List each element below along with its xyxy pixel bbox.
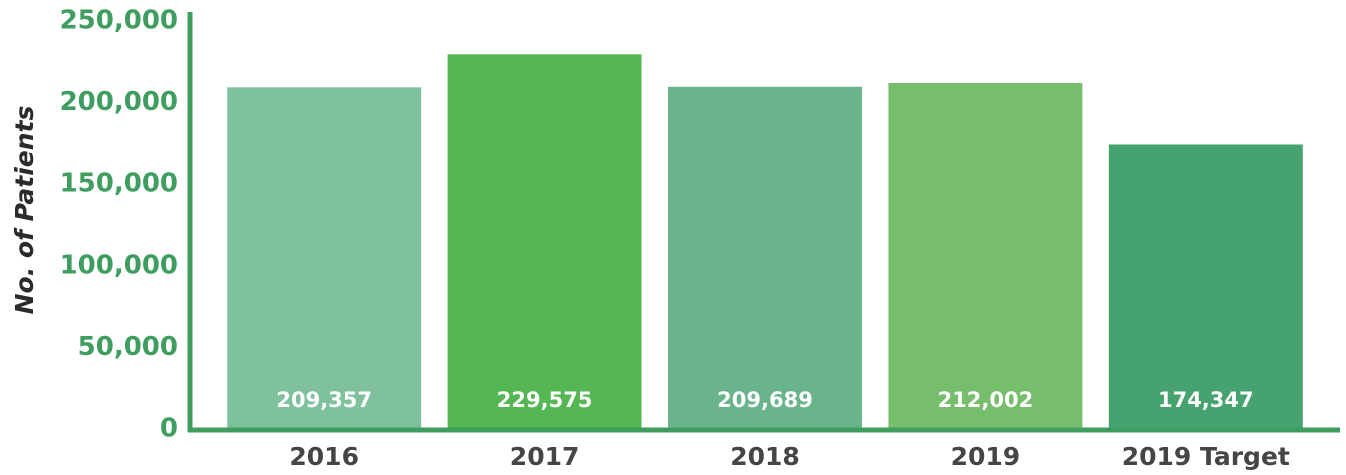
x-tick-label: 2017 (510, 442, 580, 471)
y-tick-label: 100,000 (60, 250, 178, 280)
value-label: 174,347 (1158, 388, 1254, 412)
x-tick-label: 2018 (730, 442, 800, 471)
y-tick-label: 250,000 (60, 6, 178, 36)
x-tick-label: 2019 (951, 442, 1021, 471)
bar (888, 83, 1083, 430)
bar (447, 54, 642, 430)
x-tick-label: 2016 (289, 442, 359, 471)
y-tick-label: 200,000 (60, 87, 178, 117)
bar (668, 86, 862, 430)
x-tick-label: 2019 Target (1122, 442, 1290, 471)
bar (227, 87, 422, 429)
bar (1108, 144, 1303, 429)
y-tick-label: 50,000 (78, 332, 178, 362)
value-label: 229,575 (497, 388, 593, 412)
value-label: 209,357 (276, 388, 372, 412)
y-axis-label: No. of Patients (10, 106, 39, 315)
y-tick-label: 0 (160, 414, 178, 444)
y-tick-label: 150,000 (60, 169, 178, 199)
value-label: 209,689 (717, 388, 813, 412)
value-label: 212,002 (938, 388, 1034, 412)
